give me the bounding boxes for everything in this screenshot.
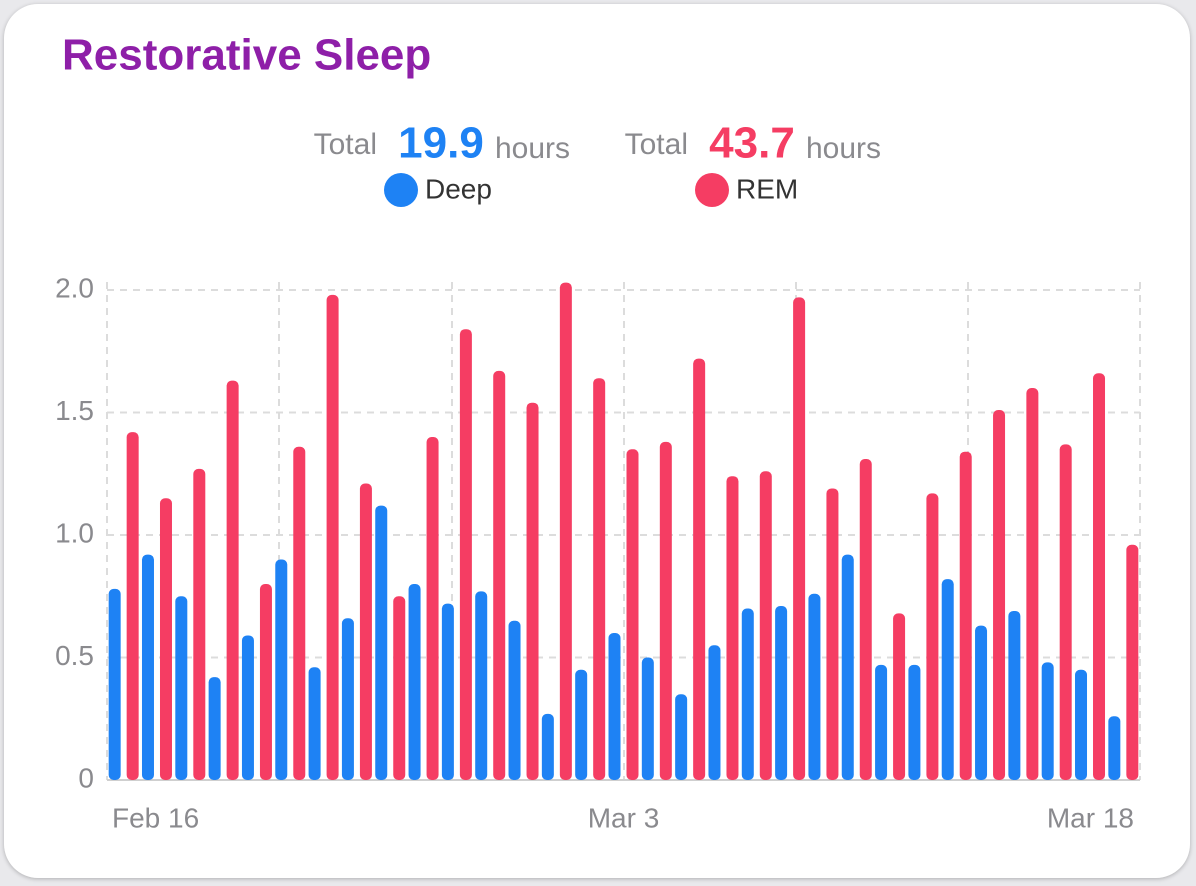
bar bbox=[626, 449, 639, 780]
x-tick-label: Mar 18 bbox=[1047, 802, 1134, 833]
x-tick-label: Mar 3 bbox=[588, 802, 660, 833]
bar bbox=[641, 657, 654, 780]
bar bbox=[326, 294, 339, 780]
bar bbox=[308, 667, 321, 780]
bar bbox=[975, 625, 988, 780]
bar bbox=[893, 613, 906, 780]
bar bbox=[193, 468, 206, 780]
legend-swatch bbox=[695, 173, 729, 207]
bar bbox=[1075, 669, 1088, 780]
bar bbox=[708, 645, 721, 780]
bar bbox=[993, 410, 1006, 780]
bar bbox=[541, 713, 554, 780]
bar bbox=[1041, 662, 1054, 780]
bar bbox=[826, 488, 839, 780]
bar bbox=[426, 437, 439, 780]
summary-value: 43.7 bbox=[709, 119, 795, 168]
bar bbox=[675, 694, 688, 780]
bar bbox=[159, 498, 172, 780]
bar bbox=[459, 329, 472, 780]
bar bbox=[1008, 610, 1021, 780]
bar bbox=[941, 579, 954, 780]
bar bbox=[1059, 444, 1072, 780]
legend-label: Deep bbox=[425, 173, 492, 204]
bar bbox=[808, 593, 821, 780]
bar bbox=[759, 471, 772, 780]
bar bbox=[859, 459, 872, 780]
bar bbox=[875, 664, 888, 780]
bar bbox=[208, 677, 221, 780]
bar bbox=[259, 584, 272, 780]
summary-label: Total bbox=[314, 128, 377, 161]
legend-label: REM bbox=[736, 173, 798, 204]
bar bbox=[241, 635, 254, 780]
y-tick-label: 0 bbox=[78, 762, 94, 793]
y-tick-label: 0.5 bbox=[55, 640, 94, 671]
bar bbox=[341, 618, 354, 780]
bar bbox=[526, 402, 539, 780]
legend-swatch bbox=[384, 173, 418, 207]
y-tick-label: 2.0 bbox=[55, 272, 94, 303]
bar bbox=[793, 297, 806, 780]
bar bbox=[126, 432, 139, 780]
bar bbox=[393, 596, 406, 780]
bar bbox=[593, 378, 606, 780]
bar bbox=[493, 370, 506, 780]
bar bbox=[408, 584, 421, 780]
bar bbox=[1108, 716, 1121, 780]
x-tick-label: Feb 16 bbox=[112, 802, 199, 833]
y-tick-label: 1.5 bbox=[55, 395, 94, 426]
summary-label: Total bbox=[625, 128, 688, 161]
bar bbox=[375, 505, 388, 780]
bar bbox=[693, 358, 706, 780]
bar bbox=[926, 493, 939, 780]
bar bbox=[959, 451, 972, 780]
chart-title: Restorative Sleep bbox=[62, 31, 431, 80]
bar bbox=[841, 554, 854, 780]
y-tick-label: 1.0 bbox=[55, 517, 94, 548]
bar bbox=[359, 483, 372, 780]
summary-unit: hours bbox=[806, 132, 881, 165]
bar bbox=[141, 554, 154, 780]
bar bbox=[775, 606, 788, 780]
bar bbox=[1026, 388, 1039, 780]
bar bbox=[575, 669, 588, 780]
bar bbox=[1126, 544, 1139, 780]
bar bbox=[908, 664, 921, 780]
bar bbox=[508, 620, 521, 780]
summary-unit: hours bbox=[495, 132, 570, 165]
bar bbox=[1093, 373, 1106, 780]
bar bbox=[608, 633, 621, 780]
bar bbox=[293, 446, 306, 780]
bar bbox=[559, 282, 572, 780]
bar bbox=[659, 441, 672, 780]
bar bbox=[475, 591, 488, 780]
bar bbox=[726, 476, 739, 780]
bar bbox=[441, 603, 454, 780]
bar bbox=[226, 380, 239, 780]
bar bbox=[275, 559, 288, 780]
bar bbox=[741, 608, 754, 780]
bar bbox=[175, 596, 188, 780]
summary-value: 19.9 bbox=[398, 119, 484, 168]
bar bbox=[108, 588, 121, 780]
